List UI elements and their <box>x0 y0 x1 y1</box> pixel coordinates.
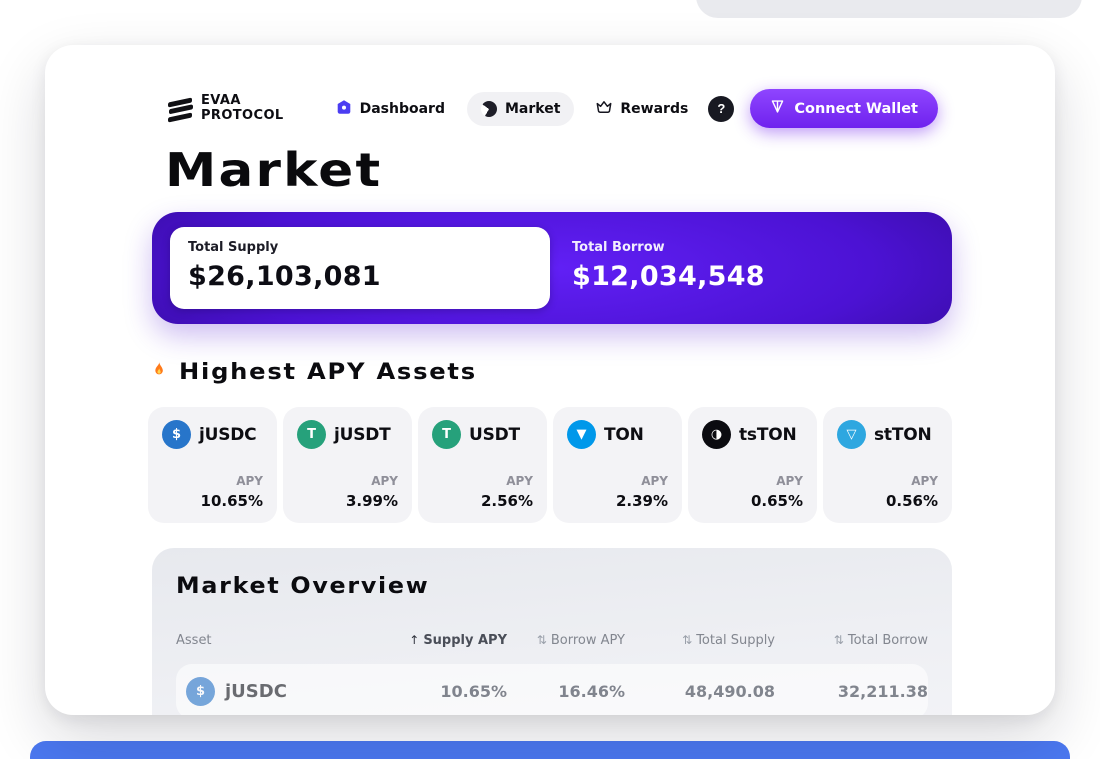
stats-banner: Total Supply $26,103,081 Total Borrow $1… <box>152 212 952 324</box>
column-total-borrow[interactable]: ⇅ Total Borrow <box>833 633 928 648</box>
asset-icon: ◑ <box>702 420 731 449</box>
logo-line-1: EVAA <box>201 93 241 109</box>
asset-symbol: TON <box>604 424 644 445</box>
asset-icon: ▽ <box>837 420 866 449</box>
asset-apy-label: APY <box>371 474 398 488</box>
evaa-logo-icon <box>168 96 193 123</box>
total-supply-value: $26,103,081 <box>188 261 381 292</box>
sort-both-icon: ⇅ <box>682 633 693 647</box>
pie-chart-icon <box>480 100 497 117</box>
column-asset[interactable]: Asset <box>176 633 212 648</box>
home-icon <box>336 99 352 119</box>
table-header-row: Asset ↑ Supply APY ⇅ Borrow APY ⇅ Total Sup… <box>176 633 928 648</box>
asset-apy-value: 3.99% <box>345 492 398 510</box>
nav-item-dashboard[interactable]: Dashboard <box>322 90 459 128</box>
row-borrow-apy: 16.46% <box>558 682 625 701</box>
asset-apy-label: APY <box>776 474 803 488</box>
asset-apy-value: 2.56% <box>480 492 533 510</box>
highest-apy-heading: Highest APY Assets <box>149 359 475 385</box>
sort-up-icon: ↑ <box>409 633 420 647</box>
asset-symbol: tsTON <box>739 424 797 445</box>
asset-card[interactable]: ▽ stTON APY 0.56% <box>823 407 952 523</box>
asset-apy-label: APY <box>236 474 263 488</box>
asset-apy-label: APY <box>641 474 668 488</box>
asset-card[interactable]: ▼ TON APY 2.39% <box>553 407 682 523</box>
row-asset-icon: $ <box>186 677 215 706</box>
row-asset-name: jUSDC <box>225 681 287 702</box>
asset-card[interactable]: ◑ tsTON APY 0.65% <box>688 407 817 523</box>
asset-icon-glyph: $ <box>171 427 182 442</box>
total-borrow-block: Total Borrow $12,034,548 <box>572 240 765 292</box>
nav-item-label: Dashboard <box>359 100 445 117</box>
logo-text: EVAA PROTOCOL <box>201 93 284 123</box>
top-navigation: EVAA PROTOCOL Dashboard Market Rewards <box>168 89 938 128</box>
top-actions: ? Connect Wallet <box>708 89 938 128</box>
main-nav: Dashboard Market Rewards <box>322 90 703 128</box>
market-overview-title: Market Overview <box>176 574 430 599</box>
asset-apy-label: APY <box>506 474 533 488</box>
asset-apy-value: 0.56% <box>885 492 938 510</box>
total-supply-card: Total Supply $26,103,081 <box>170 227 550 309</box>
section-title: Highest APY Assets <box>179 359 477 385</box>
asset-icon: ▼ <box>567 420 596 449</box>
nav-item-label: Rewards <box>620 100 689 117</box>
asset-apy-value: 10.65% <box>200 492 263 510</box>
asset-cards-row: $ jUSDC APY 10.65% T jUSDT APY 3.99% T U… <box>148 407 952 523</box>
asset-icon: T <box>432 420 461 449</box>
asset-icon-glyph: T <box>442 427 451 442</box>
row-asset-icon-glyph: $ <box>195 684 206 699</box>
nav-item-label: Market <box>504 100 561 117</box>
sort-both-icon: ⇅ <box>833 633 844 647</box>
ton-wallet-icon <box>770 99 785 118</box>
asset-symbol: jUSDC <box>199 424 257 445</box>
asset-apy-label: APY <box>911 474 938 488</box>
help-button-label: ? <box>717 101 726 116</box>
fire-icon <box>149 359 169 385</box>
asset-apy-value: 0.65% <box>750 492 803 510</box>
total-supply-label: Total Supply <box>188 240 279 255</box>
help-button[interactable]: ? <box>708 95 735 122</box>
column-total-supply[interactable]: ⇅ Total Supply <box>682 633 775 648</box>
row-total-borrow: 32,211.38 <box>837 682 928 701</box>
asset-icon: T <box>297 420 326 449</box>
asset-icon-glyph: T <box>307 427 316 442</box>
page-title: Market <box>165 143 383 197</box>
column-borrow-apy[interactable]: ⇅ Borrow APY <box>536 633 625 648</box>
asset-symbol: jUSDT <box>334 424 391 445</box>
background-shape-top <box>696 0 1082 18</box>
market-overview-card: Market Overview Asset ↑ Supply APY ⇅ Borro… <box>152 548 952 715</box>
row-supply-apy: 10.65% <box>440 682 507 701</box>
asset-icon-glyph: ▼ <box>576 427 587 442</box>
crown-icon <box>596 100 612 118</box>
logo-line-2: PROTOCOL <box>201 107 284 123</box>
asset-card[interactable]: T jUSDT APY 3.99% <box>283 407 412 523</box>
total-borrow-value: $12,034,548 <box>572 261 765 292</box>
connect-wallet-button[interactable]: Connect Wallet <box>750 89 938 128</box>
app-window: EVAA PROTOCOL Dashboard Market Rewards <box>45 45 1055 715</box>
total-borrow-label: Total Borrow <box>572 240 665 255</box>
asset-icon: $ <box>162 420 191 449</box>
asset-card[interactable]: $ jUSDC APY 10.65% <box>148 407 277 523</box>
table-row[interactable]: $ jUSDC 10.65% 16.46% 48,490.08 32,211.3… <box>176 664 928 715</box>
row-total-supply: 48,490.08 <box>684 682 775 701</box>
background-shape-bottom <box>30 741 1070 759</box>
asset-icon-glyph: ◑ <box>710 427 723 442</box>
column-supply-apy[interactable]: ↑ Supply APY <box>409 633 507 648</box>
connect-wallet-label: Connect Wallet <box>794 100 918 117</box>
nav-item-market[interactable]: Market <box>466 91 575 126</box>
asset-symbol: stTON <box>874 424 932 445</box>
logo: EVAA PROTOCOL <box>168 93 284 123</box>
asset-symbol: USDT <box>469 424 520 445</box>
nav-item-rewards[interactable]: Rewards <box>582 91 702 127</box>
asset-apy-value: 2.39% <box>615 492 668 510</box>
asset-icon-glyph: ▽ <box>846 427 857 442</box>
asset-card[interactable]: T USDT APY 2.56% <box>418 407 547 523</box>
sort-both-icon: ⇅ <box>536 633 547 647</box>
